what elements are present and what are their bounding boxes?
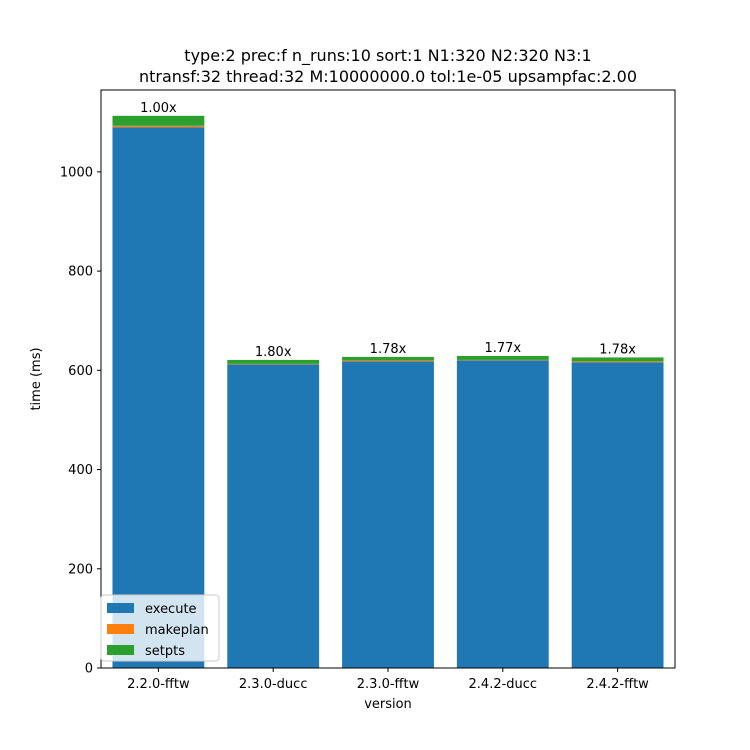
bar-makeplan-2.3.0-fftw xyxy=(342,360,434,362)
x-tick-label: 2.4.2-ducc xyxy=(469,677,538,692)
legend-swatch-makeplan xyxy=(107,624,134,634)
legend-label-execute: execute xyxy=(145,602,197,617)
bar-setpts-2.2.0-fftw xyxy=(112,115,205,126)
x-tick-label: 2.2.0-fftw xyxy=(127,677,190,692)
chart-title-line-1: type:2 prec:f n_runs:10 sort:1 N1:320 N2… xyxy=(184,46,591,66)
legend-swatch-execute xyxy=(107,603,134,613)
y-axis: 0 200 400 600 800 1000 xyxy=(60,165,101,677)
bar-makeplan-2.4.2-fftw xyxy=(571,361,664,363)
y-tick-label: 400 xyxy=(68,463,93,478)
bar-execute-2.3.0-ducc xyxy=(227,364,320,668)
x-axis-label: version xyxy=(364,697,412,712)
x-tick-label: 2.3.0-ducc xyxy=(239,677,308,692)
bar-setpts-2.4.2-ducc xyxy=(456,355,549,360)
x-tick-label: 2.3.0-fftw xyxy=(357,677,420,692)
bar-setpts-2.3.0-fftw xyxy=(342,356,434,361)
y-tick-label: 1000 xyxy=(60,165,93,180)
bar-labels: 1.00x 1.80x 1.78x 1.77x 1.78x xyxy=(140,101,636,360)
bar-execute-2.4.2-ducc xyxy=(456,360,549,668)
chart-title-line-2: ntransf:32 thread:32 M:10000000.0 tol:1e… xyxy=(139,67,637,86)
y-tick-label: 600 xyxy=(68,364,93,379)
y-axis-label: time (ms) xyxy=(29,347,44,410)
bar-execute-2.3.0-fftw xyxy=(342,361,434,668)
bar-speedup-label: 1.77x xyxy=(484,341,521,356)
legend: execute makeplan setpts xyxy=(100,594,220,662)
legend-swatch-setpts xyxy=(107,645,134,655)
chart-title: type:2 prec:f n_runs:10 sort:1 N1:320 N2… xyxy=(139,46,637,86)
y-tick-label: 800 xyxy=(68,265,93,280)
y-tick-label: 0 xyxy=(85,662,93,677)
bar-setpts-2.3.0-ducc xyxy=(227,359,320,364)
bar-speedup-label: 1.78x xyxy=(370,342,407,357)
bar-speedup-label: 1.80x xyxy=(255,345,292,360)
bar-speedup-label: 1.00x xyxy=(140,101,177,116)
bar-execute-2.4.2-fftw xyxy=(571,362,664,668)
legend-label-makeplan: makeplan xyxy=(145,623,209,638)
bar-makeplan-2.2.0-fftw xyxy=(112,125,205,128)
x-axis: 2.2.0-fftw 2.3.0-ducc 2.3.0-fftw 2.4.2-ducc… xyxy=(127,668,649,692)
legend-label-setpts: setpts xyxy=(145,644,185,659)
bar-setpts-2.4.2-fftw xyxy=(571,357,664,362)
bars xyxy=(112,115,664,668)
bar-speedup-label: 1.78x xyxy=(599,342,636,357)
bar-execute-2.2.0-fftw xyxy=(112,127,205,668)
x-tick-label: 2.4.2-fftw xyxy=(586,677,649,692)
y-tick-label: 200 xyxy=(68,562,93,577)
